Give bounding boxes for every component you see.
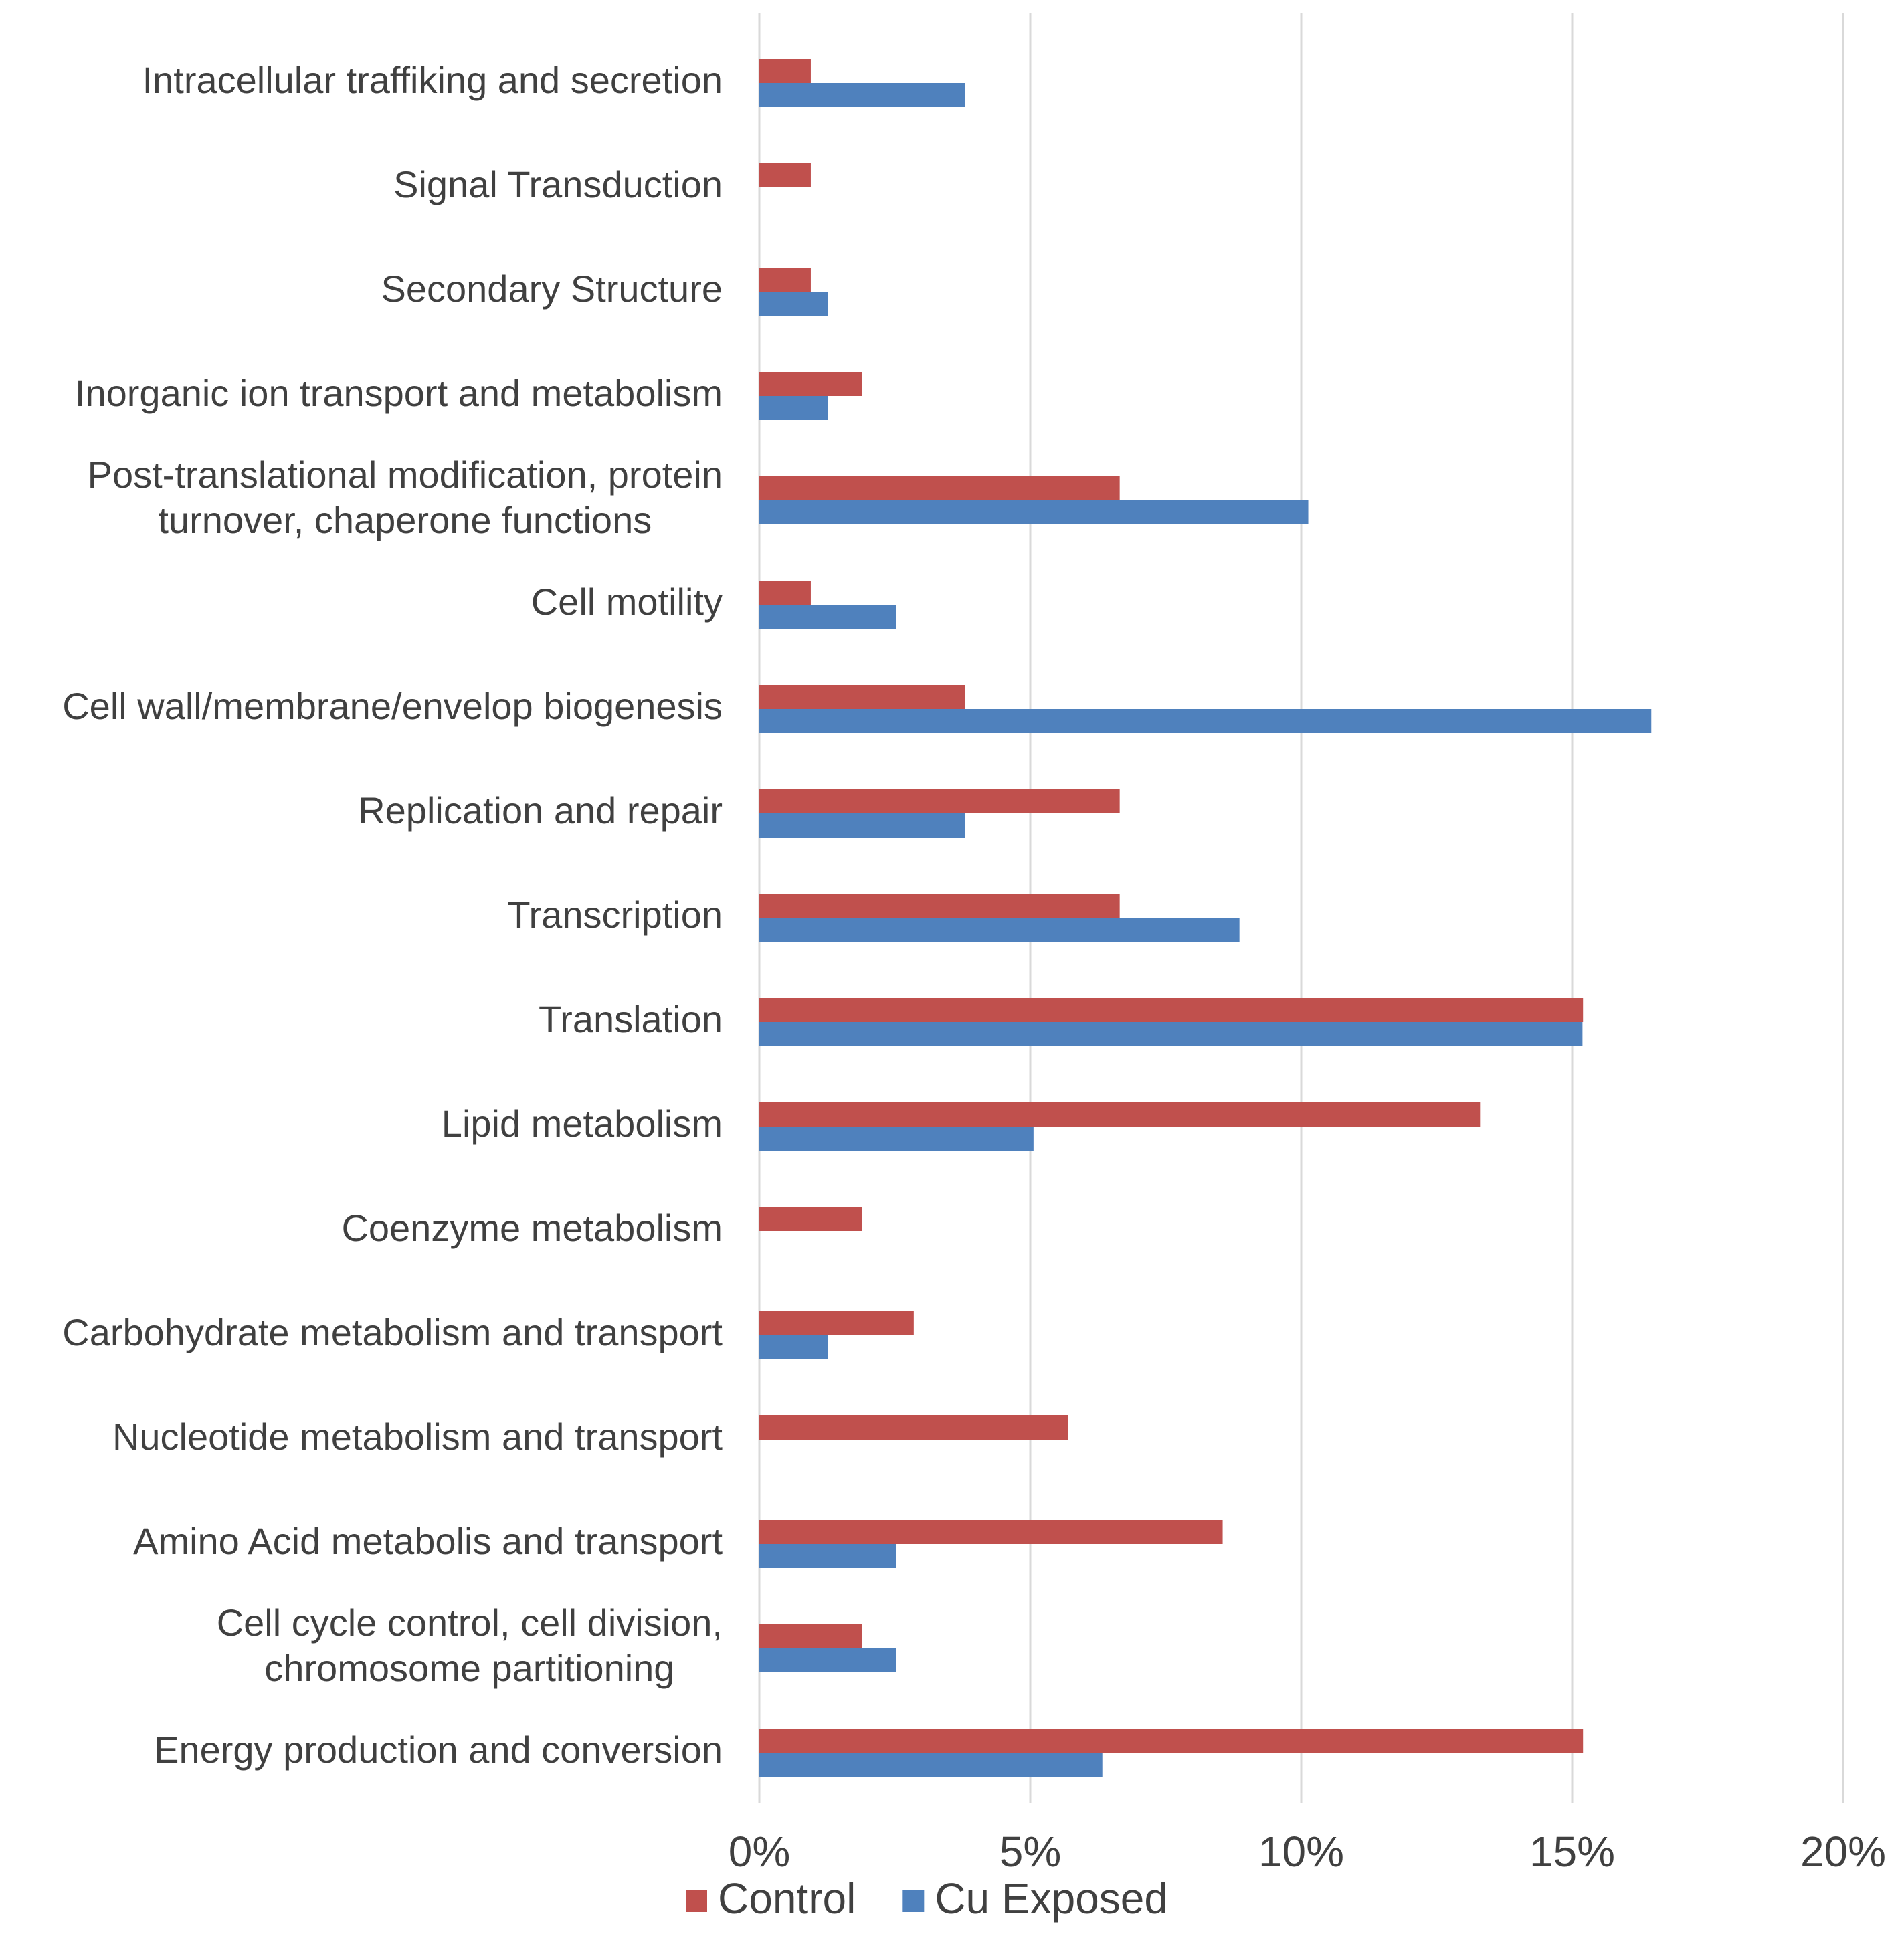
legend: Control Cu Exposed (686, 1874, 1168, 1923)
bars (759, 59, 1652, 1777)
category-label-11: Coenzyme metabolism (341, 1207, 723, 1249)
bar-cu-exposed-9 (759, 1022, 1583, 1046)
bar-control-2 (759, 268, 811, 292)
x-tick-labels: 0% 5% 10% 15% 20% (729, 1828, 1886, 1876)
x-tick-label-1: 5% (999, 1828, 1062, 1876)
x-tick-label-2: 10% (1258, 1828, 1344, 1876)
legend-swatch-cu-exposed (902, 1890, 925, 1912)
gridlines (758, 13, 1844, 1803)
category-label-5: Cell motility (531, 581, 723, 623)
category-label-7: Replication and repair (358, 789, 723, 832)
bar-cu-exposed-2 (759, 292, 828, 316)
bar-control-14 (759, 1520, 1223, 1544)
bar-control-13 (759, 1415, 1068, 1440)
category-label-8: Transcription (507, 894, 723, 936)
bar-cu-exposed-12 (759, 1335, 828, 1359)
bar-control-8 (759, 894, 1120, 918)
bar-control-6 (759, 685, 965, 709)
bar-cu-exposed-3 (759, 396, 828, 420)
bar-cu-exposed-14 (759, 1544, 896, 1568)
category-label-15-line1: chromosome partitioning (264, 1647, 674, 1689)
bar-cu-exposed-6 (759, 709, 1652, 733)
legend-label-cu-exposed: Cu Exposed (935, 1874, 1168, 1923)
bar-control-0 (759, 59, 811, 83)
category-label-16: Energy production and conversion (154, 1729, 723, 1771)
bar-control-4 (759, 476, 1120, 500)
category-label-9: Translation (539, 998, 723, 1040)
category-label-14: Amino Acid metabolis and transport (133, 1520, 723, 1562)
category-label-6: Cell wall/membrane/envelop biogenesis (62, 685, 723, 727)
category-label-12: Carbohydrate metabolism and transport (62, 1311, 723, 1353)
bar-control-15 (759, 1624, 862, 1648)
category-label-15-line0: Cell cycle control, cell division, (217, 1601, 723, 1644)
legend-swatch-control (686, 1890, 707, 1912)
category-labels: Intracellular traffiking and secretion Si… (62, 59, 723, 1771)
bar-cu-exposed-5 (759, 605, 896, 629)
category-label-13: Nucleotide metabolism and transport (112, 1415, 723, 1458)
bar-control-7 (759, 789, 1120, 813)
category-label-0: Intracellular traffiking and secretion (142, 59, 723, 101)
category-label-3: Inorganic ion transport and metabolism (75, 372, 723, 414)
bar-control-3 (759, 372, 862, 396)
category-label-4-line1: turnover, chaperone functions (158, 499, 652, 541)
bar-control-12 (759, 1311, 914, 1335)
bar-cu-exposed-10 (759, 1127, 1034, 1151)
bar-control-11 (759, 1207, 862, 1231)
x-tick-label-0: 0% (729, 1828, 791, 1876)
bar-control-1 (759, 163, 811, 187)
category-label-2: Secondary Structure (381, 268, 723, 310)
bar-cu-exposed-16 (759, 1753, 1103, 1777)
bar-control-5 (759, 581, 811, 605)
x-tick-label-4: 20% (1800, 1828, 1886, 1876)
bar-control-9 (759, 998, 1584, 1022)
bar-control-10 (759, 1102, 1481, 1127)
bar-cu-exposed-7 (759, 813, 965, 838)
x-tick-label-3: 15% (1529, 1828, 1615, 1876)
bar-cu-exposed-15 (759, 1648, 896, 1672)
category-label-1: Signal Transduction (393, 163, 723, 205)
category-label-4-line0: Post-translational modification, protein (88, 454, 723, 496)
bar-cu-exposed-4 (759, 500, 1309, 524)
category-label-10: Lipid metabolism (442, 1102, 723, 1145)
legend-label-control: Control (718, 1874, 856, 1923)
bar-cu-exposed-0 (759, 83, 965, 107)
bar-control-16 (759, 1729, 1584, 1753)
bar-cu-exposed-8 (759, 918, 1240, 942)
